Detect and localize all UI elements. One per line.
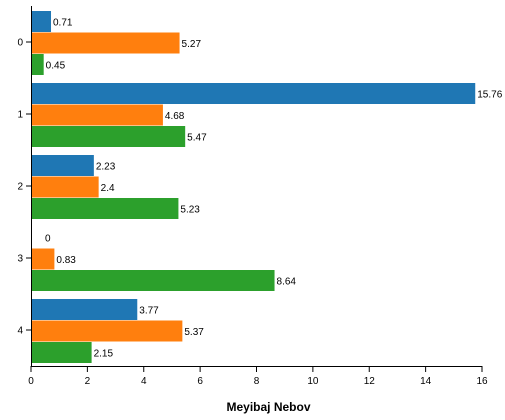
x-tick-label: 8: [254, 376, 260, 387]
bar-cat2-series0: [31, 155, 94, 176]
bar-cat4-series0: [31, 299, 138, 320]
x-tick-label: 0: [28, 376, 34, 387]
data-label: 5.47: [187, 133, 207, 144]
data-label: 5.27: [182, 39, 202, 50]
y-tick-label: 3: [17, 254, 23, 265]
data-label: 2.23: [96, 162, 116, 173]
x-tick-label: 2: [85, 376, 91, 387]
bars-layer: [31, 11, 476, 363]
x-axis-title: Meyibaj Nebov: [226, 400, 310, 414]
bar-cat2-series2: [31, 198, 179, 219]
bar-cat0-series2: [31, 54, 44, 75]
bar-cat4-series2: [31, 342, 92, 363]
bar-cat1-series0: [31, 83, 476, 104]
data-label: 3.77: [139, 306, 159, 317]
y-tick-label: 0: [17, 38, 23, 49]
bar-cat3-series2: [31, 270, 275, 291]
bar-cat4-series1: [31, 320, 183, 342]
data-label: 0.83: [56, 255, 76, 266]
data-label: 0.71: [53, 18, 73, 29]
bar-cat1-series2: [31, 126, 186, 147]
x-tick-label: 14: [420, 376, 432, 387]
x-tick-label: 12: [364, 376, 376, 387]
y-tick-label: 1: [17, 110, 23, 121]
data-label: 2.4: [101, 183, 115, 194]
x-axis: 0 2 4 6 8 10 12 14 16: [28, 366, 488, 387]
data-label: 4.68: [165, 111, 185, 122]
data-label: 5.37: [184, 327, 204, 338]
bar-cat3-series1: [31, 248, 55, 270]
y-tick-label: 4: [17, 326, 23, 337]
data-labels-layer: 0.71 5.27 0.45 15.76 4.685.47 2.23 2.4 5.23 0 0.8…: [45, 18, 503, 360]
data-label: 5.23: [180, 205, 200, 216]
x-tick-label: 6: [197, 376, 203, 387]
bar-cat2-series1: [31, 176, 99, 198]
data-label: 8.64: [277, 277, 297, 288]
x-tick-label: 16: [476, 376, 488, 387]
bar-cat0-series1: [31, 32, 180, 54]
bar-cat0-series0: [31, 11, 52, 32]
bar-cat1-series1: [31, 104, 163, 126]
x-tick-label: 4: [141, 376, 147, 387]
data-label: 15.76: [477, 90, 502, 101]
y-tick-label: 2: [17, 182, 23, 193]
data-label: 0.45: [46, 61, 66, 72]
y-axis: 0 1 2 3 4: [17, 6, 32, 366]
data-label: 0: [45, 234, 51, 245]
data-label: 2.15: [94, 349, 114, 360]
x-tick-label: 10: [307, 376, 319, 387]
